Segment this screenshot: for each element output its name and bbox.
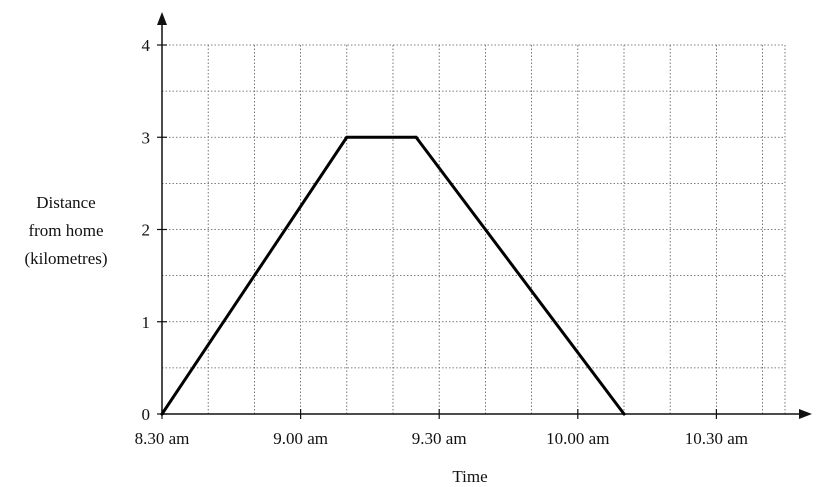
y-axis-arrow-icon: [157, 12, 167, 25]
data-point: [345, 135, 349, 139]
x-tick-label: 9.00 am: [273, 429, 328, 448]
tick-labels: 8.30 am 9.00 am 9.30 am 10.00 am 10.30 am 0 1 2…: [135, 36, 748, 448]
y-axis-label-line-3: (kilometres): [24, 249, 107, 268]
y-axis-label: Distance from home (kilometres): [24, 193, 107, 268]
y-axis-label-line-2: from home: [28, 221, 103, 240]
axes: [157, 12, 812, 419]
y-tick-label: 3: [142, 128, 151, 147]
data-point: [622, 412, 626, 416]
x-axis-arrow-icon: [799, 409, 812, 419]
x-tick-label: 8.30 am: [135, 429, 190, 448]
data-series: [160, 135, 626, 416]
data-point: [414, 135, 418, 139]
grid: [162, 44, 786, 414]
x-tick-label: 9.30 am: [412, 429, 467, 448]
x-tick-label: 10.30 am: [685, 429, 748, 448]
data-point: [160, 412, 164, 416]
series-line: [160, 135, 626, 416]
y-tick-label: 2: [142, 221, 151, 240]
y-tick-label: 4: [142, 36, 151, 55]
y-tick-label: 0: [142, 405, 151, 424]
y-tick-label: 1: [142, 313, 151, 332]
y-axis-label-line-1: Distance: [36, 193, 95, 212]
x-axis-label-text: Time: [452, 467, 487, 486]
x-tick-label: 10.00 am: [546, 429, 609, 448]
x-axis-label: Time: [452, 467, 487, 486]
